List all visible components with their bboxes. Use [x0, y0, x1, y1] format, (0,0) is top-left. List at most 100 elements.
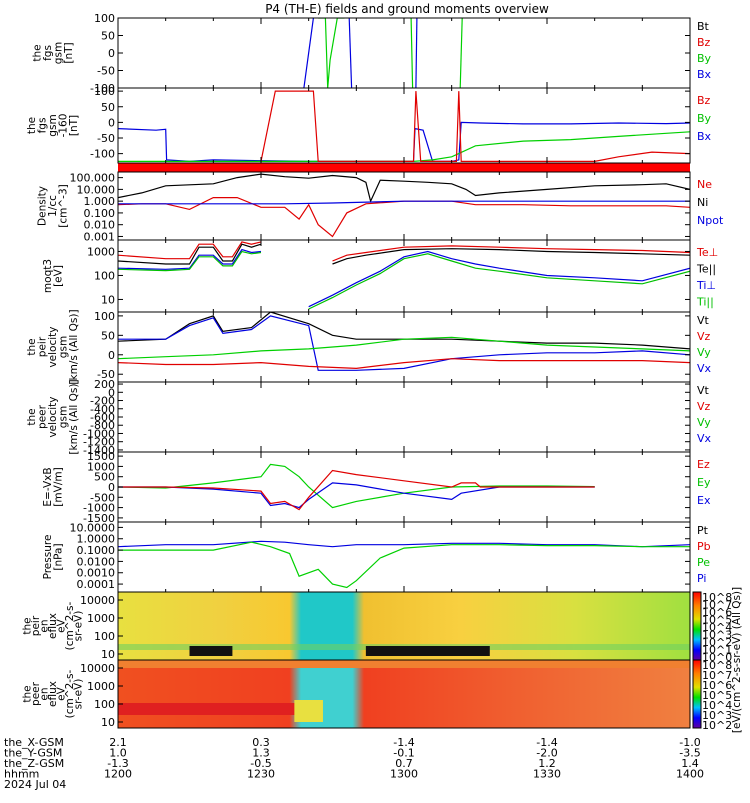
y-axis-label: velocity [47, 396, 59, 437]
colorbar-tick-label: 10^8 [702, 591, 732, 604]
panel-frame [117, 239, 691, 313]
series-2-3 [260, 90, 690, 162]
y-axis-label: eV [56, 686, 68, 700]
y-axis-label: -160 [58, 114, 70, 138]
ephemeris-value: -1.4 [393, 736, 414, 749]
y-tick-label: -1200 [83, 436, 115, 449]
y-axis-label: fgs [37, 118, 49, 134]
spectrogram-layer: 10000100010010thepeirenefluxeV(cm^2-s-sr… [22, 587, 744, 733]
y-axis-label: the [22, 617, 34, 634]
series-1-2 [303, 18, 314, 88]
ephemeris-value: -3.5 [679, 747, 700, 760]
colorbar-tick-label: 10^2 [702, 719, 732, 732]
spectrogram-image [118, 660, 690, 728]
series-8-2 [118, 541, 690, 589]
y-axis-label: peir [30, 615, 42, 636]
legend-entry: Bt [697, 20, 710, 33]
series-3-1 [118, 173, 690, 204]
y-tick-label: 10000 [80, 594, 115, 607]
ephemeris-value: 1.3 [252, 747, 270, 760]
y-tick-label: 100 [94, 698, 115, 711]
y-axis-label: the [31, 44, 43, 61]
y-axis-label: gsm [52, 42, 64, 64]
y-tick-label: 10000 [80, 662, 115, 675]
y-axis-label: (cm^2-s- [64, 669, 76, 718]
y-tick-label: -100 [90, 82, 115, 95]
series-4-8 [308, 253, 690, 310]
y-axis-label: velocity [47, 326, 59, 367]
legend-entry: Vx [697, 432, 712, 445]
colorbar-tick-label: 10^6 [702, 606, 732, 619]
y-axis-label: moqt3 [42, 259, 54, 293]
series-4-6 [332, 245, 690, 262]
yellow-region [294, 700, 323, 722]
ephemeris-label: the_Z-GSM [4, 757, 64, 770]
colorbar-tick-label: 10^5 [702, 614, 732, 627]
legend-entry: Bx [697, 130, 712, 143]
y-tick-label: 100 [94, 630, 115, 643]
y-tick-label: -800 [90, 419, 115, 432]
y-tick-label: 0.0100 [77, 555, 116, 568]
legend-entry: Te⊥ [696, 246, 718, 259]
colorbar-tick-label: 10^8 [702, 659, 732, 672]
y-tick-label: -1400 [83, 444, 115, 457]
y-tick-label: 100 [94, 310, 115, 323]
ephemeris-label: the_X-GSM [4, 736, 64, 749]
y-tick-label: 100.000 [70, 172, 116, 185]
colorbar-tick-label: 10^1 [702, 644, 732, 657]
y-tick-label: 0.100 [84, 207, 116, 220]
legend-entry: Pb [697, 540, 711, 553]
y-axis-label: en [39, 619, 51, 632]
y-axis-label: peer [37, 404, 49, 429]
colorbar-tick-label: 10^5 [702, 689, 732, 702]
y-tick-label: 0.0001 [77, 578, 116, 591]
y-axis-label: the [22, 685, 34, 702]
y-tick-label: 50 [101, 30, 115, 43]
ephemeris-value: 1.0 [109, 747, 127, 760]
series-4-1 [118, 243, 262, 265]
legend-entry: Vx [697, 362, 712, 375]
y-tick-label: 0 [108, 349, 115, 362]
y-axis-label: peir [37, 336, 49, 357]
legend-entry: Pt [697, 524, 709, 537]
y-axis-label: gsm [58, 406, 70, 428]
colorbar-tick-label: 10^6 [702, 679, 732, 692]
colorbar-tick-label: 10^7 [702, 599, 732, 612]
y-axis-label: [km/s (All Qs)] [68, 309, 80, 384]
y-tick-label: 1.000 [84, 195, 116, 208]
separator-band [118, 163, 690, 172]
ephemeris-value: -1.3 [107, 757, 128, 770]
date-label: 2024 Jul 04 [4, 778, 66, 791]
y-tick-label: 10.0000 [70, 521, 116, 534]
y-tick-label: 50 [101, 101, 115, 114]
panel-frame [117, 87, 691, 164]
colorbar [692, 591, 702, 661]
y-axis-label: eflux [47, 613, 59, 639]
y-axis-label: eflux [47, 681, 59, 707]
y-tick-label: -500 [90, 491, 115, 504]
y-axis-label: gsm [47, 114, 59, 136]
y-tick-label: 0 [108, 47, 115, 60]
y-tick-label: 1000 [87, 245, 115, 258]
ephemeris-value: -0.1 [393, 747, 414, 760]
y-tick-label: 0 [108, 386, 115, 399]
panel-4: 1000 100 10 moqt3[eV] Te⊥ Te|| Ti⊥ Ti|| [42, 239, 718, 313]
series-4-7 [308, 250, 690, 308]
ephemeris-value: 0.3 [252, 736, 270, 749]
ephemeris-value: 1400 [676, 768, 704, 781]
y-tick-label: -400 [90, 403, 115, 416]
legend-entry: Bx [697, 68, 712, 81]
ephemeris-value: 1300 [390, 768, 418, 781]
y-tick-label: -1000 [83, 502, 115, 515]
y-axis-label: [mV/m] [52, 467, 64, 506]
series-4-5 [332, 248, 690, 265]
colorbar-tick-label: 10^7 [702, 669, 732, 682]
legend-entry: Bz [697, 36, 711, 49]
ephemeris-label: the_Y-GSM [4, 747, 62, 760]
y-tick-label: 100 [94, 85, 115, 98]
